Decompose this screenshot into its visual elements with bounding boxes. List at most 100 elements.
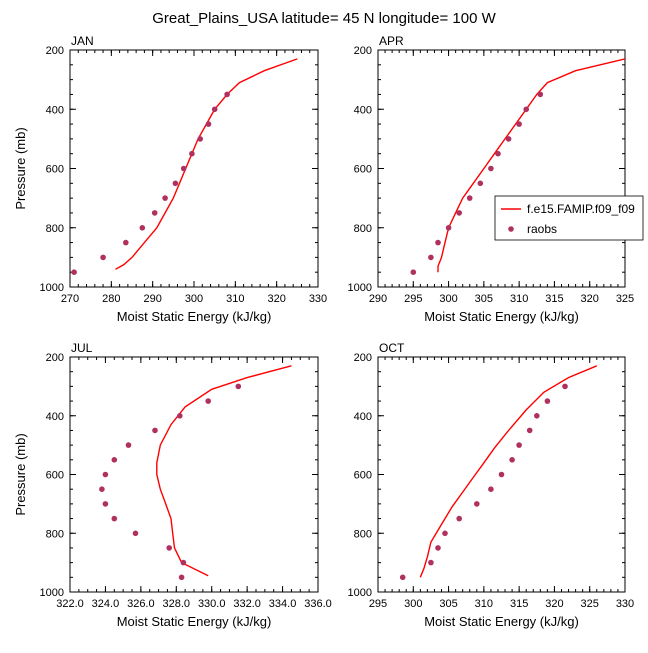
x-tick-label: 290: [143, 293, 161, 305]
x-tick-label: 315: [545, 293, 563, 305]
raobs-point: [224, 91, 230, 98]
raobs-point: [435, 239, 441, 246]
raobs-point: [442, 530, 448, 537]
x-tick-label: 280: [102, 293, 120, 305]
x-tick-label: 325: [616, 293, 634, 305]
x-tick-label: 320: [267, 293, 285, 305]
raobs-point: [151, 210, 158, 216]
raobs-point: [537, 91, 544, 98]
x-tick-label: 305: [475, 293, 493, 305]
raobs-point: [534, 413, 540, 419]
raobs-point: [177, 413, 183, 419]
raobs-point: [562, 383, 568, 390]
model-line: [437, 58, 625, 273]
raobs-point: [466, 195, 473, 201]
raobs-point: [125, 442, 132, 448]
panel-jul: JUL 322.0 324.0 326.0 328.0 330.0 332.0 334.0 33…: [13, 341, 332, 629]
panel-label: APR: [379, 34, 404, 48]
raobs-point: [71, 269, 77, 276]
raobs-point: [526, 427, 533, 434]
y-tick-label: 600: [46, 470, 64, 482]
legend-box: [494, 195, 644, 241]
x-tick-label: 325: [581, 598, 599, 610]
model-line: [419, 365, 598, 578]
y-tick-label: 600: [354, 470, 372, 482]
raobs-point: [111, 457, 118, 463]
raobs-point: [205, 121, 212, 127]
raobs-point: [544, 398, 551, 404]
raobs-point: [152, 427, 158, 434]
y-axis-label: Pressure (mb): [13, 433, 28, 515]
raobs-point: [178, 574, 185, 581]
y-tick-label: 200: [46, 45, 64, 57]
raobs-point: [456, 515, 463, 522]
raobs-point: [445, 225, 452, 231]
model-line: [115, 58, 298, 270]
raobs-point: [428, 254, 434, 261]
legend-dot-swatch: [508, 226, 514, 232]
y-tick-label: 400: [46, 104, 64, 116]
raobs-point: [111, 515, 118, 522]
raobs-point: [516, 121, 522, 127]
y-tick-label: 1000: [348, 282, 372, 294]
raobs-point: [123, 239, 129, 246]
y-tick-label: 200: [354, 352, 372, 364]
x-tick-label: 326.0: [127, 598, 155, 610]
y-tick-label: 1000: [348, 587, 372, 599]
x-axis-label: Moist Static Energy (kJ/kg): [117, 309, 272, 324]
y-tick-label: 600: [354, 164, 372, 176]
x-tick-label: 322.0: [56, 598, 84, 610]
y-tick-label: 400: [46, 411, 64, 423]
raobs-point: [456, 210, 463, 216]
raobs-point: [488, 165, 494, 172]
y-tick-label: 400: [354, 104, 372, 116]
x-tick-label: 320: [545, 598, 563, 610]
raobs-point: [102, 501, 109, 507]
raobs-point: [139, 225, 146, 231]
raobs-point: [166, 545, 172, 551]
y-tick-label: 200: [46, 352, 64, 364]
y-tick-label: 1000: [40, 282, 64, 294]
y-tick-label: 800: [354, 528, 372, 540]
raobs-point: [132, 530, 139, 537]
raobs-point: [495, 150, 501, 157]
x-axis-label: Moist Static Energy (kJ/kg): [424, 309, 579, 324]
raobs-point: [235, 383, 242, 390]
raobs-point: [189, 150, 195, 157]
x-axis-label: Moist Static Energy (kJ/kg): [117, 614, 272, 629]
raobs-point: [172, 180, 179, 187]
panel-label: JAN: [71, 34, 94, 48]
raobs-point: [505, 136, 512, 142]
y-tick-label: 800: [46, 223, 64, 235]
raobs-point: [180, 165, 187, 172]
x-tick-label: 328.0: [163, 598, 191, 610]
raobs-point: [477, 180, 484, 187]
panel-oct: OCT 295 300 305 310 315 320 325 330 200 400 600 800 1…: [348, 341, 635, 629]
y-tick-label: 400: [354, 411, 372, 423]
x-tick-label: 330.0: [198, 598, 226, 610]
raobs-point: [488, 486, 494, 493]
figure-title: Great_Plains_USA latitude= 45 N longitud…: [152, 10, 496, 27]
raobs-point: [498, 471, 505, 478]
raobs-point: [205, 398, 211, 404]
panel-jan: JAN 270 280 290 300 310 320 330 200 400 600 800 1000…: [13, 34, 327, 324]
x-tick-label: 320: [581, 293, 599, 305]
raobs-point: [197, 136, 203, 142]
raobs-point: [102, 471, 109, 478]
x-tick-label: 295: [404, 293, 422, 305]
x-tick-label: 330: [616, 598, 634, 610]
y-tick-label: 600: [46, 164, 64, 176]
raobs-point: [180, 559, 187, 566]
plot-frame: [69, 49, 319, 288]
raobs-point: [523, 106, 529, 113]
raobs-point: [474, 501, 480, 507]
x-tick-label: 315: [510, 598, 528, 610]
x-tick-label: 300: [185, 293, 203, 305]
x-tick-label: 290: [369, 293, 387, 305]
x-axis-label: Moist Static Energy (kJ/kg): [424, 614, 579, 629]
raobs-point: [428, 559, 434, 566]
x-tick-label: 270: [61, 293, 79, 305]
